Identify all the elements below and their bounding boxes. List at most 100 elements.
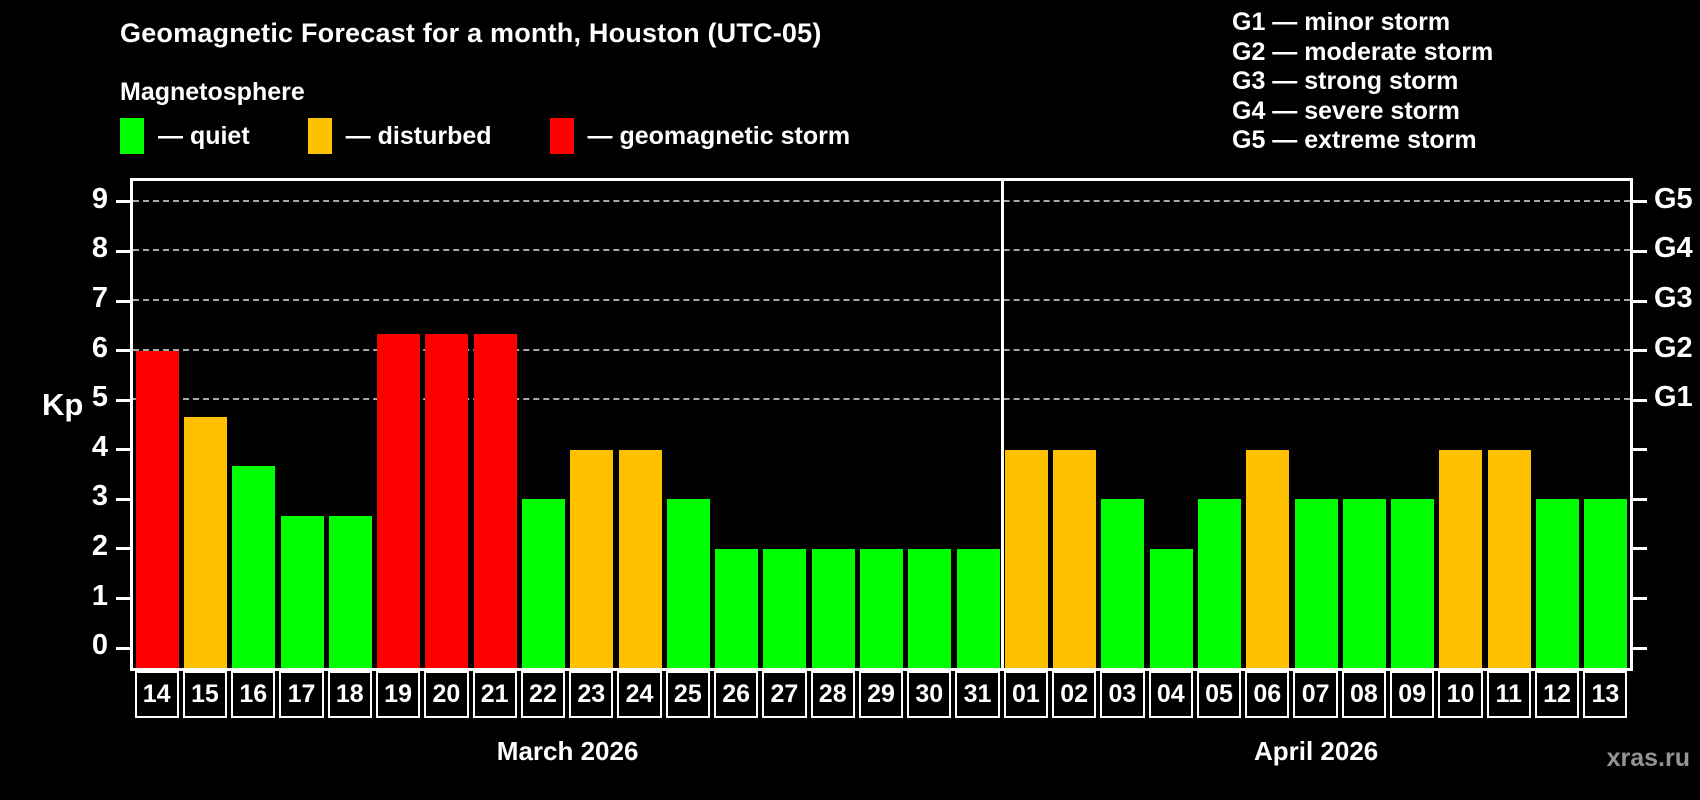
y-tick-label-8: 8 [91,232,108,265]
kp-bar-05 [1198,499,1242,668]
left-tick-6 [116,349,130,353]
left-tick-3 [116,497,130,501]
date-box-14: 14 [134,671,179,718]
y-tick-label-9: 9 [91,182,108,215]
left-tick-7 [116,299,130,303]
legend-item-quiet: — quiet [120,118,250,154]
date-box-04: 04 [1148,671,1193,718]
kp-bar-22 [521,499,565,668]
date-box-22: 22 [520,671,566,718]
legend-swatch-disturbed [307,118,332,154]
date-box-26: 26 [713,671,759,718]
kp-bar-09 [1391,499,1435,668]
kp-bar-24 [618,449,662,668]
date-box-03: 03 [1100,671,1145,718]
legend-label-quiet: — quiet [158,121,250,150]
date-box-23: 23 [569,671,614,718]
date-box-06: 06 [1245,671,1290,718]
watermark: xras.ru [1606,744,1690,772]
kp-bar-31 [956,548,1000,668]
kp-bar-20 [425,334,469,668]
right-tick-7 [1633,299,1647,303]
gridline-kp-5 [133,398,1630,401]
kp-bar-12 [1536,499,1580,668]
g-scale-legend: G1 — minor storm G2 — moderate storm G3 — … [1232,8,1493,156]
date-box-29: 29 [858,671,904,718]
kp-bar-30 [908,548,952,668]
date-box-20: 20 [424,671,469,718]
date-box-07: 07 [1293,671,1338,718]
legend-swatch-quiet [120,118,144,154]
y-tick-label-6: 6 [91,331,108,364]
date-box-30: 30 [907,671,952,718]
legend-swatch-storm [549,118,574,154]
kp-bar-06 [1246,449,1290,668]
g-axis-label-G5: G5 [1654,182,1693,215]
date-box-17: 17 [279,671,324,718]
date-box-21: 21 [472,671,517,718]
gridline-kp-9 [133,199,1630,202]
g-legend-line-3: G3 — strong storm [1232,67,1459,95]
legend-item-storm: — geomagnetic storm [549,118,851,154]
month-label-1: March 2026 [496,736,639,766]
g-axis-label-G3: G3 [1654,282,1693,314]
date-box-19: 19 [375,671,421,718]
kp-bar-02 [1053,449,1097,668]
date-box-25: 25 [665,671,710,718]
right-tick-4 [1633,448,1647,452]
kp-bar-25 [666,499,710,668]
right-tick-1 [1633,597,1647,601]
g-axis-label-G1: G1 [1654,381,1693,414]
date-box-16: 16 [231,671,276,718]
date-box-08: 08 [1341,671,1387,718]
kp-bar-07 [1294,499,1338,668]
left-tick-8 [116,249,130,253]
g-legend-line-2: G2 — moderate storm [1232,37,1494,66]
date-box-11: 11 [1486,671,1531,718]
y-tick-label-2: 2 [91,529,108,562]
plot-area [130,178,1633,671]
gridline-kp-7 [133,299,1630,302]
y-tick-label-1: 1 [91,579,108,612]
kp-bar-03 [1101,499,1145,668]
date-box-28: 28 [810,671,855,718]
date-box-01: 01 [1003,671,1048,718]
kp-bar-10 [1439,449,1483,668]
chart-subtitle: Magnetosphere [120,78,305,106]
legend-label-storm: — geomagnetic storm [587,121,851,150]
date-box-05: 05 [1196,671,1242,718]
gridline-kp-6 [133,348,1630,351]
right-tick-5 [1633,398,1647,402]
month-divider [1000,181,1004,668]
kp-bar-28 [811,548,855,668]
g-legend-line-5: G5 — extreme storm [1232,126,1477,154]
right-tick-2 [1633,547,1647,551]
kp-bar-15 [183,416,227,668]
kp-bar-23 [570,449,614,668]
date-box-10: 10 [1438,671,1483,718]
right-tick-0 [1633,646,1647,650]
month-label-2: April 2026 [1253,736,1379,766]
y-tick-label-7: 7 [91,282,108,314]
left-tick-5 [116,398,130,402]
kp-bar-27 [763,548,807,668]
legend-item-disturbed: — disturbed [307,118,492,154]
g-axis-label-G4: G4 [1654,232,1693,265]
y-axis-title: Kp [42,386,84,422]
date-box-18: 18 [327,671,372,718]
left-tick-9 [116,200,130,204]
legend-label-disturbed: — disturbed [345,121,492,150]
page-title: Geomagnetic Forecast for a month, Housto… [120,18,822,48]
right-tick-8 [1633,249,1647,253]
y-tick-label-3: 3 [91,480,108,513]
right-tick-6 [1633,349,1647,353]
date-box-24: 24 [617,671,662,718]
left-tick-4 [116,448,130,452]
y-tick-label-0: 0 [91,629,108,662]
kp-bar-13 [1584,499,1628,668]
gridline-kp-8 [133,249,1630,252]
kp-bar-26 [715,548,759,668]
g-legend-line-1: G1 — minor storm [1232,8,1451,36]
date-box-15: 15 [182,671,228,718]
kp-bar-16 [232,466,276,668]
